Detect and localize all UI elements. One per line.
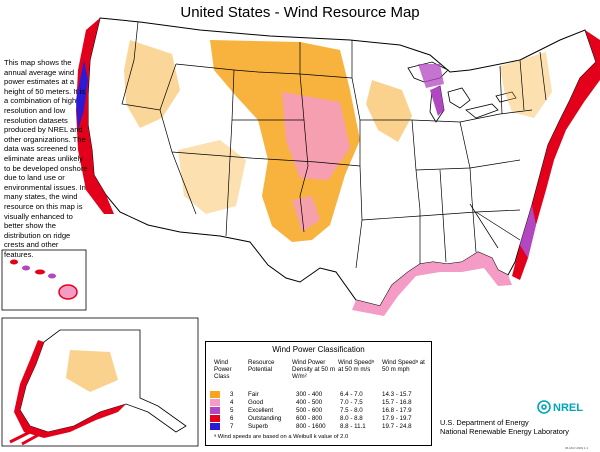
- legend-swatch: [210, 391, 220, 398]
- west-coast-offshore: [76, 18, 114, 214]
- fair-region-northeast: [500, 52, 552, 118]
- legend-footnote: ᵃ Wind speeds are based on a Weibull k v…: [214, 434, 349, 440]
- west-coast-superb: [76, 60, 88, 130]
- fair-region-west: [124, 40, 180, 128]
- nrel-logo: NREL: [537, 400, 583, 414]
- legend-class: 6: [230, 415, 234, 422]
- legend-density: 500 - 600: [296, 407, 323, 414]
- legend-potential: Outstanding: [248, 415, 282, 422]
- legend-header-potential: Resource Potential: [248, 359, 275, 373]
- legend-row: 4 Good 400 - 500 7.0 - 7.5 15.7 - 16.8: [206, 399, 431, 407]
- legend-potential: Excellent: [248, 407, 274, 414]
- date-stamp: 06-MAY-2009 1.1: [565, 446, 589, 450]
- good-region-northeast: [418, 64, 444, 88]
- legend-speed-ms: 8.8 - 11.1: [340, 423, 366, 430]
- legend-header-speed-mph: Wind Speedᵃ at 50 m mph: [382, 359, 425, 373]
- legend-title: Wind Power Classification: [272, 345, 365, 354]
- legend-row: 7 Superb 800 - 1600 8.8 - 11.1 19.7 - 24…: [206, 423, 431, 431]
- fair-region-southwest: [178, 140, 246, 214]
- fair-region-midwest: [366, 80, 412, 142]
- lake-michigan-excellent: [430, 86, 444, 116]
- east-coast-excellent: [520, 205, 536, 258]
- legend-swatch: [210, 415, 220, 422]
- state-boundaries: [121, 21, 547, 269]
- nrel-logo-text: NREL: [553, 402, 583, 414]
- legend-header-speed-ms: Wind Speedᵃ at 50 m m/s: [338, 359, 375, 373]
- legend-swatch: [210, 399, 220, 406]
- alaska-coast-wind: [14, 340, 126, 438]
- agency-line-2: National Renewable Energy Laboratory: [440, 427, 570, 436]
- legend-density: 600 - 800: [296, 415, 323, 422]
- legend-speed-mph: 17.9 - 19.7: [382, 415, 412, 422]
- legend-potential: Fair: [248, 391, 259, 398]
- legend-swatch: [210, 423, 220, 430]
- legend-header-density: Wind Power Density at 50 m W/m²: [292, 359, 335, 380]
- agency-credit: U.S. Department of Energy National Renew…: [440, 418, 569, 436]
- legend-speed-ms: 8.0 - 8.8: [340, 415, 363, 422]
- good-region-plains: [282, 92, 350, 180]
- map-title: United States - Wind Resource Map: [180, 4, 420, 21]
- gulf-coast-offshore: [352, 252, 512, 316]
- legend-speed-ms: 7.0 - 7.5: [340, 399, 363, 406]
- legend-speed-mph: 16.8 - 17.9: [382, 407, 412, 414]
- legend-speed-mph: 15.7 - 16.8: [382, 399, 412, 406]
- legend-row: 5 Excellent 500 - 600 7.5 - 8.0 16.8 - 1…: [206, 407, 431, 415]
- legend-header-class: Wind Power Class: [214, 359, 232, 380]
- agency-line-1: U.S. Department of Energy: [440, 418, 529, 427]
- alaska-aleutians: [9, 430, 41, 446]
- legend-class: 4: [230, 399, 234, 406]
- map-description: This map shows the annual average wind p…: [4, 58, 88, 259]
- legend-class: 3: [230, 391, 234, 398]
- legend-density: 800 - 1600: [296, 423, 326, 430]
- legend-row: 3 Fair 300 - 400 6.4 - 7.0 14.3 - 15.7: [206, 391, 431, 399]
- wind-power-legend: Wind Power Classification Wind Power Cla…: [205, 341, 432, 446]
- legend-potential: Good: [248, 399, 264, 406]
- good-region-texas: [292, 196, 320, 232]
- legend-speed-mph: 19.7 - 24.8: [382, 423, 412, 430]
- legend-class: 5: [230, 407, 234, 414]
- hawaii-islands: [10, 259, 78, 300]
- alaska-interior-wind: [66, 350, 118, 392]
- legend-class: 7: [230, 423, 234, 430]
- legend-row: 6 Outstanding 600 - 800 8.0 - 8.8 17.9 -…: [206, 415, 431, 423]
- legend-density: 300 - 400: [296, 391, 323, 398]
- legend-speed-ms: 7.5 - 8.0: [340, 407, 363, 414]
- legend-speed-ms: 6.4 - 7.0: [340, 391, 363, 398]
- fair-region-plains: [210, 40, 360, 242]
- legend-speed-mph: 14.3 - 15.7: [382, 391, 412, 398]
- legend-potential: Superb: [248, 423, 268, 430]
- legend-density: 400 - 500: [296, 399, 323, 406]
- legend-swatch: [210, 407, 220, 414]
